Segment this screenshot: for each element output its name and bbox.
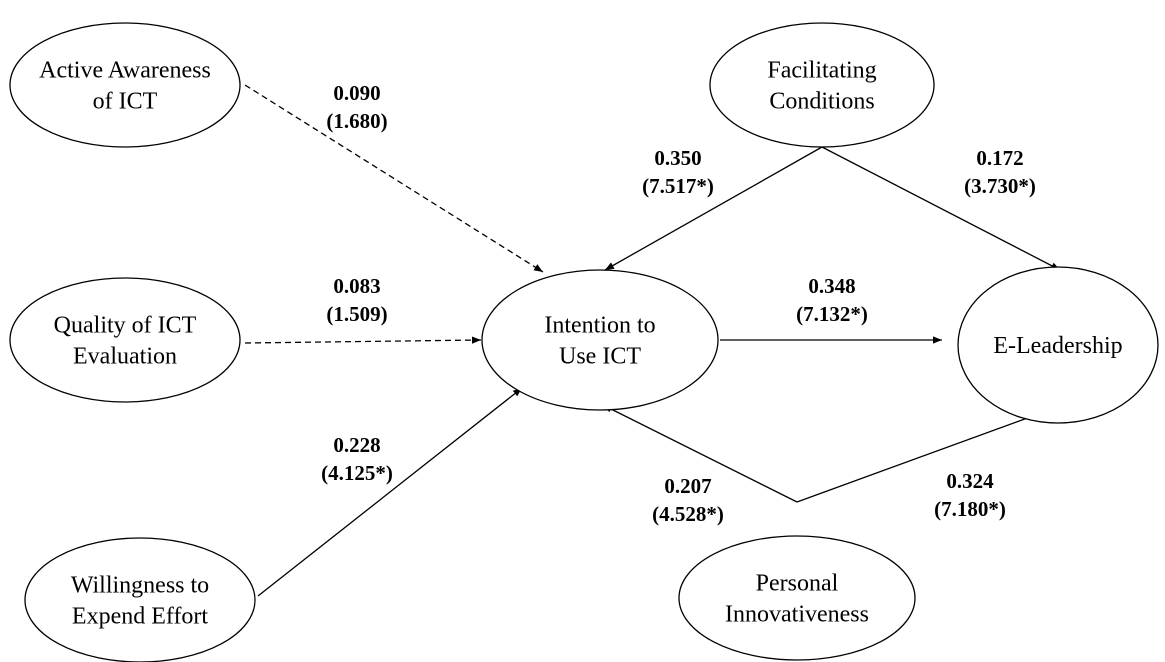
path-arrow xyxy=(796,404,1064,503)
construct-label: Willingness to xyxy=(71,573,209,599)
path-arrow xyxy=(257,387,523,597)
construct-label: Innovativeness xyxy=(725,602,869,628)
construct-label: Evaluation xyxy=(73,344,177,370)
construct-label: Conditions xyxy=(769,89,874,115)
path-coefficient: 0.350 xyxy=(654,146,701,170)
construct-label: Use ICT xyxy=(559,344,641,370)
path-t-value: (1.509) xyxy=(326,302,387,326)
path-arrow xyxy=(604,146,823,271)
path-coefficient: 0.172 xyxy=(976,146,1023,170)
path-arrow xyxy=(821,146,1061,271)
path-arrow xyxy=(244,84,544,273)
construct-label: E-Leadership xyxy=(993,333,1122,359)
construct-node xyxy=(481,269,719,411)
construct-label: of ICT xyxy=(93,89,158,115)
construct-node xyxy=(9,22,241,148)
construct-label: Personal xyxy=(756,571,839,597)
construct-node xyxy=(9,277,241,403)
path-coefficient: 0.348 xyxy=(808,274,855,298)
path-t-value: (7.180*) xyxy=(934,497,1006,521)
path-coefficient: 0.090 xyxy=(333,81,380,105)
path-coefficient: 0.324 xyxy=(946,469,994,493)
construct-label: Expend Effort xyxy=(72,604,209,630)
construct-label: Active Awareness xyxy=(39,58,211,84)
construct-node xyxy=(678,535,916,661)
path-t-value: (7.517*) xyxy=(642,174,714,198)
path-t-value: (3.730*) xyxy=(964,174,1036,198)
construct-node xyxy=(957,266,1159,424)
path-t-value: (7.132*) xyxy=(796,302,868,326)
construct-label: Intention to xyxy=(544,313,655,339)
construct-label: Facilitating xyxy=(767,58,876,84)
path-coefficient: 0.083 xyxy=(333,274,380,298)
path-arrow xyxy=(602,404,798,503)
path-t-value: (1.680) xyxy=(326,109,387,133)
construct-node xyxy=(24,537,256,662)
path-t-value: (4.528*) xyxy=(652,502,724,526)
construct-node xyxy=(709,22,935,148)
construct-label: Quality of ICT xyxy=(54,313,197,339)
path-coefficient: 0.207 xyxy=(664,474,711,498)
path-coefficient: 0.228 xyxy=(333,433,380,457)
path-arrow xyxy=(244,336,482,344)
path-t-value: (4.125*) xyxy=(321,461,393,485)
